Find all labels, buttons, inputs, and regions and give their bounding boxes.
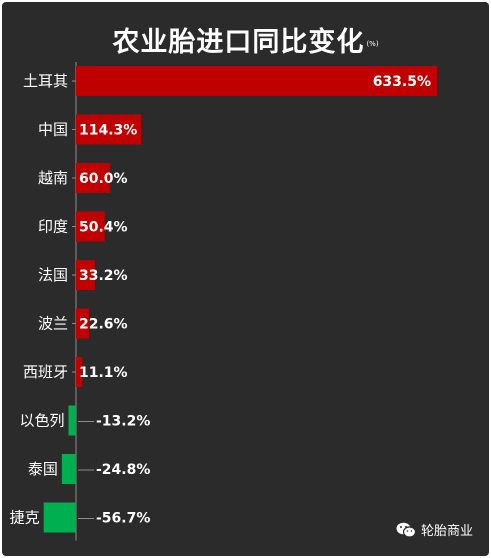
- data-label: 114.3%: [79, 123, 137, 139]
- bar: [61, 454, 76, 484]
- bar: [43, 502, 76, 533]
- watermark: 轮胎商业: [396, 520, 473, 539]
- category-label: 土耳其: [23, 72, 68, 90]
- bar: [76, 114, 142, 145]
- category-label: 越南: [38, 169, 68, 187]
- category-label: 捷克: [10, 509, 40, 527]
- data-label: 11.1%: [79, 365, 128, 381]
- bar: [68, 405, 76, 436]
- category-label: 法国: [38, 266, 68, 284]
- category-label: 波兰: [38, 315, 68, 333]
- data-label: 22.6%: [79, 317, 128, 333]
- chart-title: 农业胎进口同比变化 (%): [2, 20, 489, 59]
- data-label: -56.7%: [96, 511, 150, 527]
- data-label: -13.2%: [96, 414, 150, 430]
- bar: [76, 66, 437, 96]
- data-label: 50.4%: [79, 220, 128, 236]
- chart-title-text: 农业胎进口同比变化: [112, 27, 365, 58]
- category-label: 泰国: [28, 460, 58, 478]
- category-label: 西班牙: [23, 363, 68, 381]
- chart-unit-label: (%): [366, 39, 379, 48]
- data-label: 33.2%: [79, 268, 128, 284]
- wechat-icon: [396, 522, 416, 538]
- bar: [76, 357, 83, 387]
- category-label: 以色列: [19, 412, 64, 430]
- data-label: 633.5%: [373, 74, 431, 90]
- category-label: 中国: [38, 121, 68, 139]
- bar: [76, 211, 105, 242]
- bar: [76, 260, 95, 290]
- data-label: -24.8%: [96, 462, 150, 478]
- bar: [76, 308, 89, 339]
- category-label: 印度: [38, 218, 68, 236]
- bar: [76, 163, 111, 193]
- watermark-text: 轮胎商业: [421, 524, 474, 539]
- data-label: 60.0%: [79, 171, 128, 187]
